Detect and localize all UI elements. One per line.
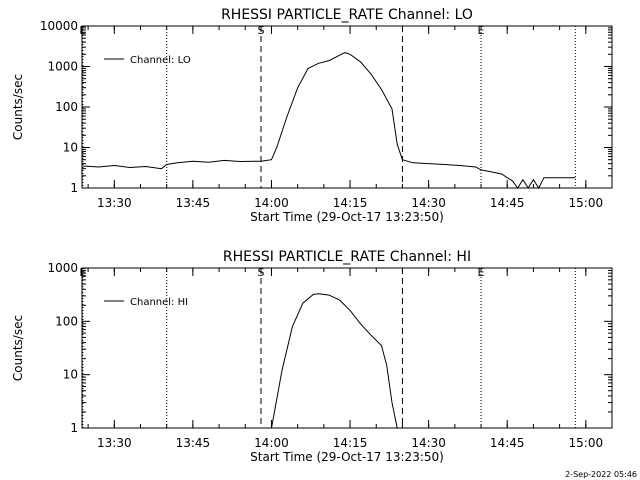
- marker-label: E: [79, 266, 86, 279]
- marker-label: E: [478, 24, 485, 37]
- series-line: [271, 293, 398, 429]
- x-tick-label: 13:45: [176, 436, 211, 450]
- x-tick-label: 13:30: [97, 196, 132, 210]
- plot-frame: [81, 25, 613, 189]
- y-tick-label: 10: [63, 368, 78, 382]
- legend-entry: Channel: LO: [130, 55, 191, 66]
- x-tick-label: 14:45: [490, 196, 525, 210]
- x-tick-label: 15:00: [569, 436, 604, 450]
- y-tick-label: 10000: [40, 19, 78, 33]
- x-tick-label: 14:30: [411, 196, 446, 210]
- y-tick-label: 1: [70, 421, 78, 435]
- y-tick-label: 1: [70, 181, 78, 195]
- footer-timestamp: 2-Sep-2022 05:46: [565, 470, 637, 479]
- y-tick-label: 1000: [47, 60, 78, 74]
- x-tick-label: 14:15: [333, 436, 368, 450]
- marker-label: E: [79, 24, 86, 37]
- x-axis-label: Start Time (29-Oct-17 13:23:50): [250, 450, 444, 464]
- x-tick-label: 14:15: [333, 196, 368, 210]
- legend-entry: Channel: HI: [130, 297, 188, 308]
- x-tick-label: 13:30: [97, 436, 132, 450]
- x-tick-label: 14:45: [490, 436, 525, 450]
- x-axis-label: Start Time (29-Oct-17 13:23:50): [250, 210, 444, 224]
- y-tick-label: 100: [55, 100, 78, 114]
- x-tick-label: 14:00: [254, 436, 289, 450]
- x-tick-label: 14:00: [254, 196, 289, 210]
- x-tick-label: 13:45: [176, 196, 211, 210]
- marker-label: E: [478, 266, 485, 279]
- chart-title: RHESSI PARTICLE_RATE Channel: LO: [221, 7, 473, 23]
- marker-label: S: [258, 266, 265, 279]
- chart-title: RHESSI PARTICLE_RATE Channel: HI: [223, 249, 471, 265]
- panel-lo: RHESSI PARTICLE_RATE Channel: LO 1 10 100 10…: [11, 7, 613, 224]
- y-axis-label: Counts/sec: [11, 315, 25, 381]
- y-tick-label: 10: [63, 141, 78, 155]
- marker-label: S: [258, 24, 265, 37]
- x-tick-label: 14:30: [411, 436, 446, 450]
- plot-frame: [81, 267, 613, 429]
- series-line: [82, 52, 576, 190]
- y-tick-label: 1000: [47, 261, 78, 275]
- x-tick-label: 15:00: [569, 196, 604, 210]
- panel-hi: RHESSI PARTICLE_RATE Channel: HI 1 10 100 10…: [11, 249, 613, 464]
- y-tick-label: 100: [55, 314, 78, 328]
- y-axis-label: Counts/sec: [11, 74, 25, 140]
